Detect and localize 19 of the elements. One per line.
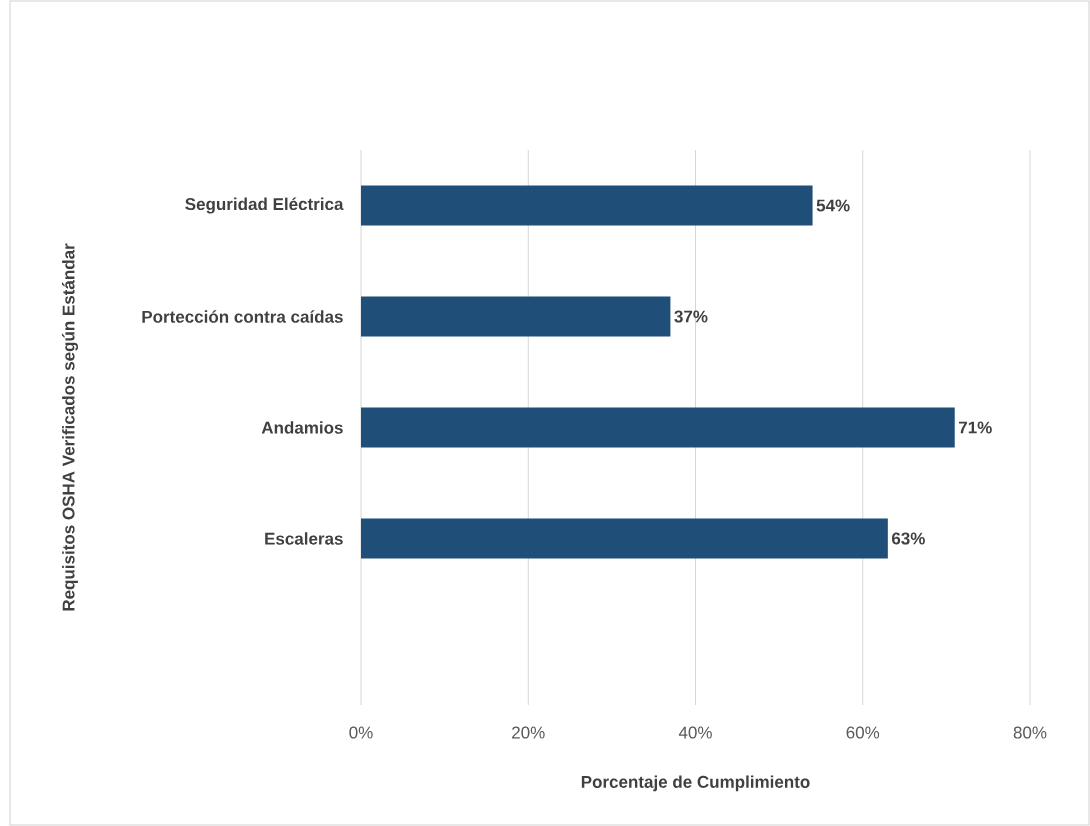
y-tick-label: Seguridad Eléctrica [185,197,344,214]
y-tick-label: Portección contra caídas [142,310,343,323]
x-tick-label: 80% [1013,726,1047,739]
y-tick-label: Andamios [261,421,343,434]
bar [361,296,671,337]
x-tick-label: 40% [678,726,712,739]
y-axis-title: Requisitos OSHA Verificados según Estándar [61,243,79,611]
x-tick-label: 20% [512,726,545,739]
bar [361,407,955,448]
x-axis-title: Porcentaje de Cumplimiento [581,775,810,792]
data-label: 71% [959,421,992,434]
data-label: 63% [891,532,925,545]
data-label: 54% [816,199,850,212]
x-tick-label: 0% [349,726,373,739]
data-label: 37% [674,310,708,323]
bar [361,185,813,226]
bar [361,518,888,559]
y-tick-label: Escaleras [265,532,343,545]
x-tick-label: 60% [846,726,880,739]
